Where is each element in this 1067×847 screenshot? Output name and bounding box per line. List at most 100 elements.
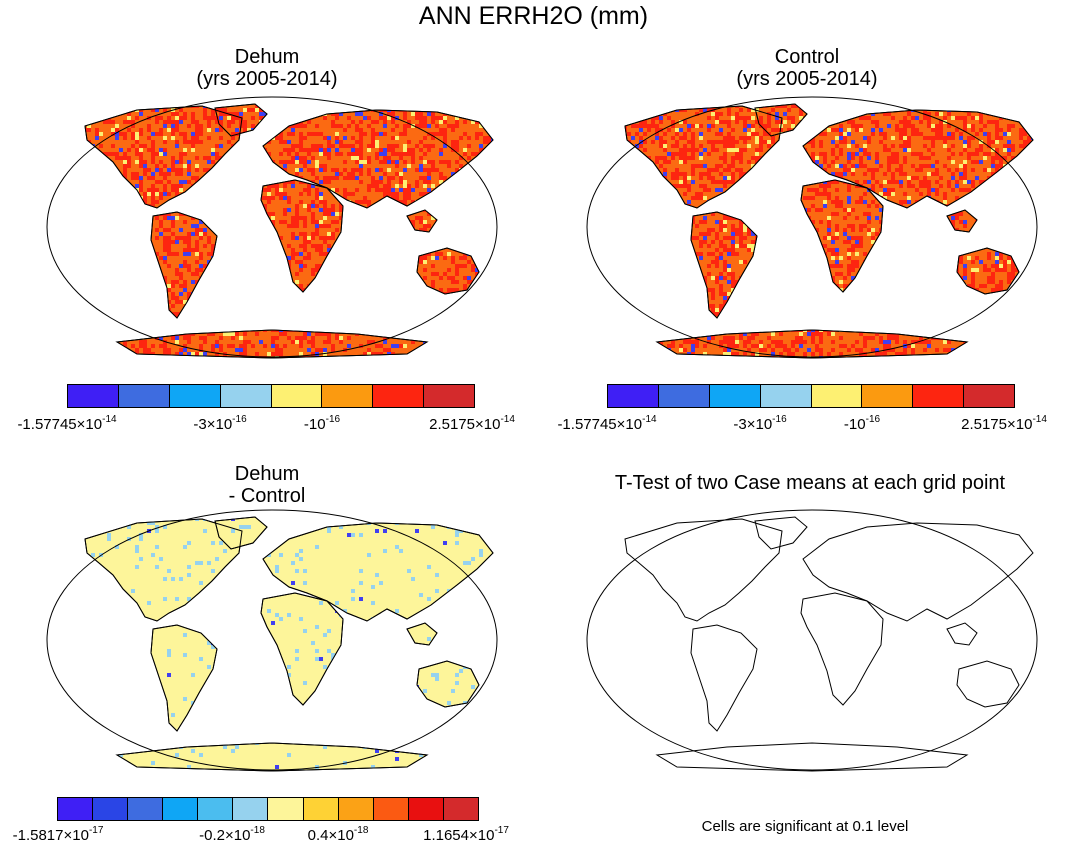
grid-cell: [431, 192, 435, 196]
grid-cell: [899, 172, 903, 176]
grid-cell: [263, 224, 267, 228]
grid-cell: [611, 188, 615, 192]
grid-cell: [175, 336, 179, 340]
grid-cell: [319, 348, 323, 352]
grid-cell: [603, 96, 607, 100]
grid-cell: [627, 184, 631, 188]
grid-cell: [215, 328, 219, 332]
grid-cell: [159, 116, 163, 120]
grid-cell: [271, 244, 275, 248]
grid-cell: [383, 312, 387, 316]
grid-cell: [187, 180, 191, 184]
grid-cell: [85, 356, 87, 358]
grid-cell: [247, 220, 251, 224]
grid-cell: [183, 248, 187, 252]
grid-cell: [271, 108, 275, 112]
grid-cell: [363, 200, 367, 204]
grid-cell: [443, 140, 447, 144]
grid-cell: [279, 292, 283, 296]
grid-cell: [467, 260, 471, 264]
grid-cell: [187, 356, 191, 358]
grid-cell: [707, 116, 711, 120]
grid-cell: [715, 208, 719, 212]
grid-cell: [455, 272, 459, 276]
grid-cell: [75, 120, 79, 124]
grid-cell: [195, 128, 199, 132]
grid-cell: [487, 280, 491, 284]
grid-cell: [187, 160, 191, 164]
grid-cell: [671, 104, 675, 108]
grid-cell: [791, 204, 795, 208]
grid-cell: [943, 216, 947, 220]
grid-cell: [67, 208, 71, 212]
grid-cell: [343, 232, 347, 236]
grid-cell: [723, 160, 727, 164]
grid-cell: [691, 196, 695, 200]
grid-cell: [155, 180, 159, 184]
grid-cell: [447, 268, 451, 272]
grid-cell: [51, 264, 55, 268]
grid-cell: [607, 184, 611, 188]
grid-cell: [131, 136, 135, 140]
grid-cell: [391, 256, 395, 260]
grid-cell: [251, 236, 255, 240]
grid-cell: [907, 124, 911, 128]
grid-cell: [895, 152, 899, 156]
grid-cell: [223, 196, 227, 200]
grid-cell: [495, 176, 499, 180]
grid-cell: [1031, 192, 1033, 196]
grid-cell: [387, 240, 391, 244]
grid-cell: [451, 240, 455, 244]
grid-cell: [823, 184, 827, 188]
grid-cell: [159, 208, 163, 212]
grid-cell: [755, 168, 759, 172]
grid-cell: [55, 108, 59, 112]
grid-cell: [595, 124, 599, 128]
grid-cell: [1035, 148, 1039, 152]
grid-cell: [591, 180, 595, 184]
grid-cell: [455, 148, 459, 152]
grid-cell: [375, 328, 379, 332]
grid-cell: [167, 168, 171, 172]
grid-cell: [595, 176, 599, 180]
grid-cell: [191, 308, 195, 312]
grid-cell: [743, 120, 747, 124]
grid-cell: [271, 220, 275, 224]
grid-cell: [287, 208, 291, 212]
grid-cell: [491, 280, 493, 284]
grid-cell: [175, 272, 179, 276]
grid-cell: [975, 132, 979, 136]
grid-cell: [279, 260, 283, 264]
grid-cell: [451, 96, 455, 100]
grid-cell: [139, 344, 143, 348]
grid-cell: [763, 172, 767, 176]
grid-cell: [155, 272, 159, 276]
grid-cell: [943, 228, 947, 232]
grid-cell: [115, 124, 119, 128]
grid-cell: [483, 160, 487, 164]
grid-cell: [243, 124, 247, 128]
grid-cell: [1031, 172, 1033, 176]
grid-cell: [259, 144, 263, 148]
grid-cell: [79, 268, 83, 272]
grid-cell: [163, 216, 167, 220]
grid-cell: [75, 304, 79, 308]
grid-cell: [735, 116, 739, 120]
grid-cell: [199, 324, 203, 328]
grid-cell: [315, 288, 319, 292]
grid-cell: [383, 340, 387, 344]
grid-cell: [155, 116, 159, 120]
grid-cell: [643, 148, 647, 152]
grid-cell: [55, 220, 59, 224]
grid-cell: [171, 128, 175, 132]
grid-cell: [407, 152, 411, 156]
grid-cell: [79, 104, 83, 108]
grid-cell: [371, 144, 375, 148]
grid-cell: [811, 152, 815, 156]
grid-cell: [391, 196, 395, 200]
grid-cell: [883, 132, 887, 136]
grid-cell: [403, 180, 407, 184]
grid-cell: [267, 308, 271, 312]
grid-cell: [55, 148, 59, 152]
grid-cell: [131, 120, 135, 124]
